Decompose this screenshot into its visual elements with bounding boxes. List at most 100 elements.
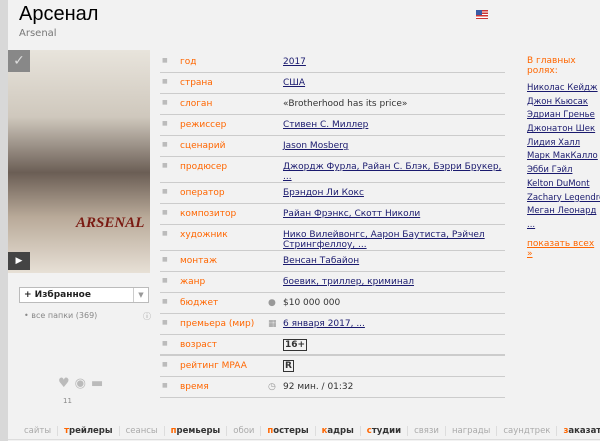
info-value-wrap: $10 000 000 (283, 298, 505, 313)
tab-0[interactable]: сайты (18, 425, 59, 436)
info-value-wrap: 92 мин. / 01:32 (283, 382, 505, 397)
info-value-text: $10 000 000 (283, 298, 341, 308)
actor-link[interactable]: Марк МакКалло (527, 151, 598, 162)
info-value: R (268, 360, 505, 376)
poster[interactable]: ARSENAL (8, 50, 150, 273)
bullet-icon: ■ (162, 78, 168, 85)
actor-link[interactable]: Николас Кейдж (527, 83, 598, 93)
bullet-icon: ■ (162, 188, 168, 195)
info-value-link[interactable]: 2017 (283, 57, 306, 67)
tab-7[interactable]: студии (361, 425, 409, 436)
info-value-wrap: Jason Mosberg (283, 141, 505, 156)
info-value: «Brotherhood has its price» (268, 99, 505, 114)
bullet-icon: ■ (162, 99, 168, 106)
check-icon[interactable]: ✓ (8, 50, 30, 72)
icon-slot (268, 57, 283, 72)
info-row: ■ композитор Райан Фрэнкс, Скотт Николи (160, 204, 505, 225)
page-title: Арсенал (19, 3, 99, 25)
play-trailer-icon[interactable]: ▶ (8, 252, 30, 270)
actor-link[interactable]: Эдриан Гренье (527, 110, 595, 121)
info-label: слоган (180, 99, 213, 109)
show-all-link[interactable]: показать всех » (527, 239, 595, 259)
actor-link[interactable]: Лидия Халл (527, 137, 581, 148)
tab-10[interactable]: саундтрек (497, 425, 558, 436)
icon-slot (268, 361, 283, 376)
info-row: ■ время ◷ 92 мин. / 01:32 (160, 377, 505, 398)
info-value-text: R (283, 360, 294, 372)
info-value: Jason Mosberg (268, 141, 505, 156)
tab-2[interactable]: сеансы (120, 425, 165, 436)
info-value: боевик, триллер, криминал (268, 277, 505, 292)
info-label: оператор (180, 188, 225, 198)
chevron-down-icon[interactable]: ▼ (133, 288, 148, 302)
actor-link[interactable]: Джонатон Шек (527, 124, 596, 135)
calendar-icon: ▦ (268, 319, 277, 329)
tab-9[interactable]: награды (446, 425, 498, 436)
us-flag-icon (476, 10, 488, 19)
info-value-wrap: Брэндон Ли Кокс (283, 188, 505, 203)
tab-11[interactable]: заказать! (557, 426, 600, 436)
heart-icon[interactable]: ♥ (58, 376, 70, 391)
icon-slot (268, 162, 283, 182)
info-label: бюджет (180, 298, 219, 308)
comment-icon[interactable]: ▬ (91, 376, 104, 391)
info-value: Райан Фрэнкс, Скотт Николи (268, 209, 505, 224)
info-value-link[interactable]: Брэндон Ли Кокс (283, 188, 364, 198)
bullet-icon: ■ (162, 209, 168, 216)
info-value-wrap: 6 января 2017, ... (283, 319, 505, 334)
actor-link[interactable]: Эбби Гэйл (527, 165, 573, 176)
info-value-link[interactable]: 6 января 2017, ... (283, 319, 365, 329)
info-value: Брэндон Ли Кокс (268, 188, 505, 203)
info-value-link[interactable]: Jason Mosberg (283, 141, 349, 151)
actor-link[interactable]: Kelton DuMont (527, 178, 590, 189)
info-row: ■ продюсер Джордж Фурла, Райан С. Блэк, Бэ… (160, 157, 505, 183)
info-value-link[interactable]: Стивен С. Миллер (283, 120, 369, 130)
info-value-wrap: 2017 (283, 57, 505, 72)
cast-list: В главных ролях: Николас Кейдж Джон Кьюса… (527, 56, 600, 234)
bullet-icon: ■ (162, 298, 168, 305)
bullet-icon: ■ (162, 361, 168, 368)
info-label: страна (180, 78, 213, 88)
info-row: ■ бюджет ● $10 000 000 (160, 293, 505, 314)
info-value-wrap: боевик, триллер, криминал (283, 277, 505, 292)
eye-icon[interactable]: ◉ (74, 376, 86, 391)
info-value-link[interactable]: Венсан Табайон (283, 256, 360, 266)
bullet-icon: ■ (162, 57, 168, 64)
info-value: Нико Вилейвонгс, Аарон Баутиста, Рэйчел … (268, 230, 505, 250)
actor-link[interactable]: Джон Кьюсак (527, 96, 588, 107)
info-label: жанр (180, 277, 206, 287)
actor-link[interactable]: ... (527, 219, 536, 230)
coins-icon: ● (268, 298, 276, 308)
info-label: возраст (180, 340, 218, 350)
icon-slot (268, 120, 283, 135)
actor-link[interactable]: Меган Леонард (527, 206, 597, 217)
bullet-icon: ■ (162, 382, 168, 389)
info-value-wrap: США (283, 78, 505, 93)
info-value: Стивен С. Миллер (268, 120, 505, 135)
info-value-link[interactable]: Райан Фрэнкс, Скотт Николи (283, 209, 421, 219)
info-value-wrap: Венсан Табайон (283, 256, 505, 271)
tab-6[interactable]: кадры (316, 425, 361, 436)
info-value-link[interactable]: США (283, 78, 306, 88)
info-icon[interactable]: ⓘ (143, 312, 151, 321)
bullet-icon: ■ (162, 340, 168, 347)
tab-5[interactable]: постеры (261, 425, 316, 436)
favorites-dropdown[interactable]: + Избранное ▼ (19, 287, 149, 303)
info-value-link[interactable]: боевик, триллер, криминал (283, 277, 414, 287)
info-row: ■ художник Нико Вилейвонгс, Аарон Баутиста… (160, 225, 505, 251)
info-value-link[interactable]: Джордж Фурла, Райан С. Блэк, Бэрри Бруке… (283, 162, 502, 182)
info-label: премьера (мир) (180, 319, 255, 329)
tab-1[interactable]: трейлеры (58, 425, 120, 436)
info-label: художник (180, 230, 228, 240)
info-label: время (180, 382, 209, 392)
icon-slot (268, 141, 283, 156)
tab-8[interactable]: связи (408, 425, 446, 436)
icon-slot (268, 209, 283, 224)
info-value-link[interactable]: Нико Вилейвонгс, Аарон Баутиста, Рэйчел … (283, 230, 485, 250)
actor-link[interactable]: Zachary Legendre (527, 192, 600, 203)
tab-3[interactable]: премьеры (165, 425, 228, 436)
tab-4[interactable]: обои (227, 425, 262, 436)
info-value-wrap: Джордж Фурла, Райан С. Блэк, Бэрри Бруке… (283, 162, 505, 182)
info-value-wrap: Нико Вилейвонгс, Аарон Баутиста, Рэйчел … (283, 230, 505, 250)
all-folders-link[interactable]: • все папки (369) (24, 311, 98, 320)
